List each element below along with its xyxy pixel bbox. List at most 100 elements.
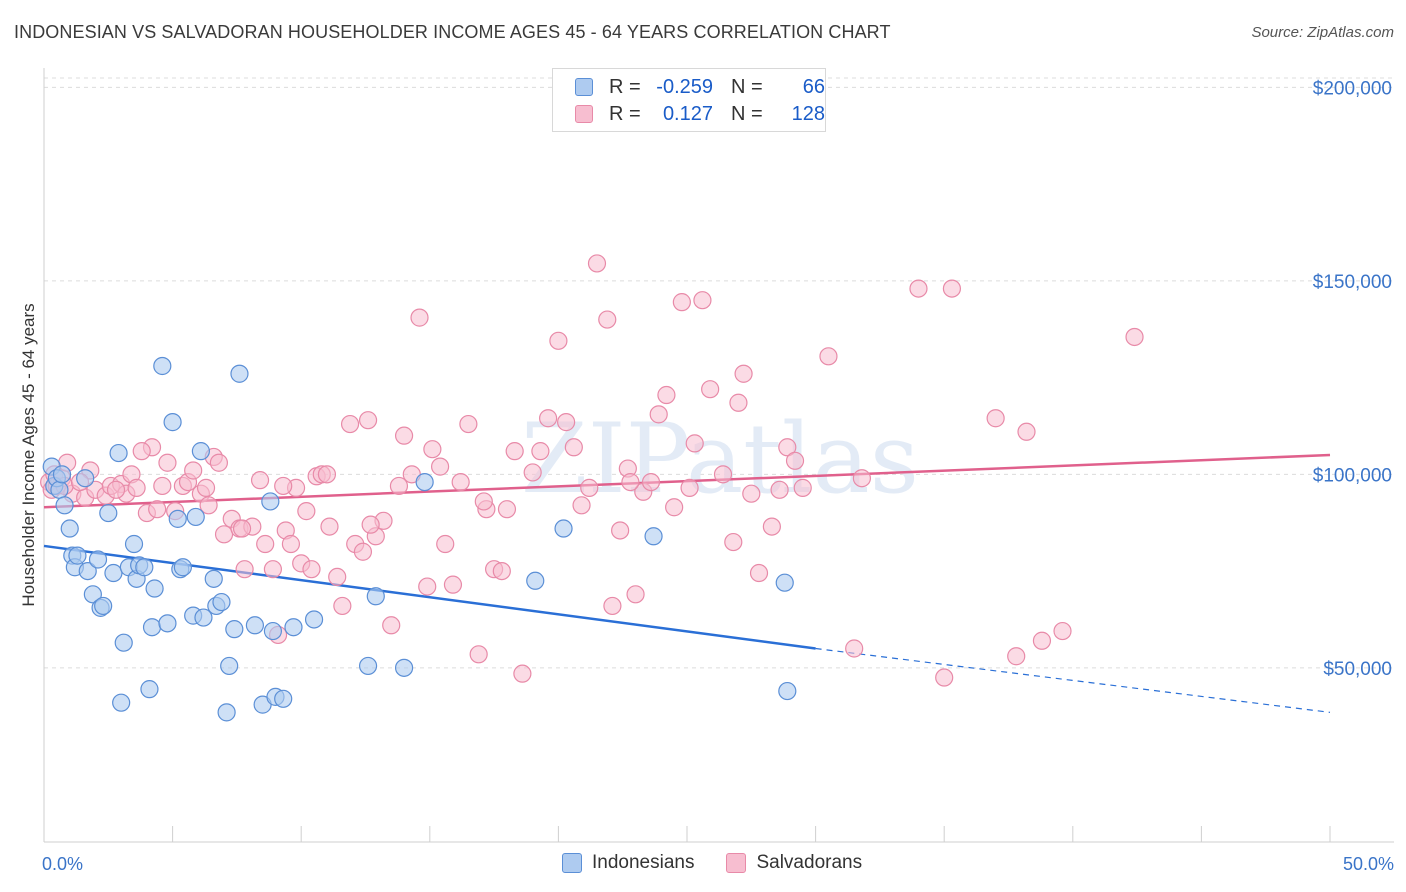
salvadorans-points [40,254,1144,687]
indonesian-point [68,546,87,565]
salvadoran-point [497,500,517,519]
salvadoran-point [358,411,378,430]
salvadoran-point [641,472,661,492]
y-tick-label: $100,000 [1313,465,1392,486]
indonesian-point [212,592,231,612]
indonesian-point [173,558,192,577]
salvadoran-point [353,542,373,561]
salvadorans-swatch [575,105,593,123]
indonesian-point [775,573,794,592]
x-tick-label: 50.0% [1343,854,1394,874]
salvadoran-point [196,478,216,497]
indonesian-point [230,364,249,383]
salvadoran-point [513,664,532,683]
indonesian-point [220,656,239,676]
source-label: Source: ZipAtlas.com [1251,24,1394,41]
indonesian-point [114,633,133,652]
salvadoran-point [1032,631,1052,650]
indonesian-point [366,587,385,606]
y-axis-label: Householder Income Ages 45 - 64 years [19,303,38,606]
salvadoran-point [317,465,337,484]
salvadoran-point [505,442,524,461]
salvadoran-point [685,434,704,453]
series-legend: Indonesians Salvadorans [562,852,894,874]
indonesian-point [83,585,102,604]
indonesian-point [60,519,79,538]
indonesian-point [50,480,69,499]
salvadoran-point [742,484,761,503]
axes [43,68,1394,843]
indonesian-point [217,703,236,722]
salvadoran-point [333,596,352,616]
salvadoran-point [263,560,283,579]
salvadoran-point [986,409,1005,428]
n-value: 128 [791,102,825,125]
indonesian-point [225,620,244,639]
salvadoran-point [340,414,360,434]
salvadoran-point [209,453,228,472]
indonesian-point [112,693,131,712]
salvadoran-point [580,478,599,497]
salvadoran-point [603,596,622,616]
salvadoran-point [701,380,720,399]
indonesian-point [88,550,108,569]
salvadoran-point [436,534,455,554]
salvadoran-point [361,515,380,534]
salvadoran-point [469,645,488,664]
indonesian-point [261,492,280,511]
salvadoran-point [564,438,583,457]
salvadoran-point [778,438,797,457]
indonesian-point [304,610,324,629]
legend-item-salvadorans[interactable]: Salvadorans [726,852,862,874]
salvadoran-point [770,480,789,499]
salvadoran-point [214,525,234,544]
indonesian-point [55,496,74,515]
indonesian-point [76,469,95,488]
indonesian-point [153,356,172,376]
tick-labels: $200,000 $150,000 $100,000 $50,000 0.0% 50.0% [42,78,1394,874]
salvadoran-point [184,461,203,480]
salvadoran-point [423,440,442,459]
n-label: N = [731,75,763,98]
y-tick-label: $50,000 [1323,659,1392,680]
salvadorans-legend-swatch [726,853,747,873]
indonesian-point [135,558,154,577]
salvadoran-point [297,502,316,521]
salvadoran-point [539,409,558,428]
salvadoran-point [762,517,781,536]
n-label: N = [731,102,763,125]
salvadoran-point [729,393,748,412]
stats-legend: R = -0.259 N = 66 R = 0.127 N = 128 [552,68,826,132]
salvadoran-point [274,476,293,496]
salvadoran-point [734,364,753,383]
salvadoran-point [199,496,218,515]
salvadoran-point [459,414,478,434]
indonesians-swatch [575,78,593,96]
salvadoran-point [693,291,712,310]
indonesian-point [52,465,72,484]
salvadoran-point [430,457,450,476]
salvadoran-point [852,469,871,488]
salvadoran-point [665,498,684,517]
chart-title: INDONESIAN VS SALVADORAN HOUSEHOLDER INC… [14,22,891,42]
salvadoran-point [410,308,429,327]
salvadoran-point [127,478,146,497]
indonesian-point [415,472,434,492]
legend-item-indonesians[interactable]: Indonesians [562,852,694,874]
salvadoran-point [158,453,177,472]
salvadoran-point [942,279,962,298]
salvadoran-point [320,517,339,536]
salvadoran-point [443,575,463,594]
indonesian-point [140,680,159,699]
salvadoran-point [649,405,668,424]
salvadoran-point [451,472,470,492]
salvadoran-point [492,561,511,581]
indonesian-point [194,608,213,627]
salvadoran-point [657,385,676,405]
salvadoran-point [1007,647,1026,666]
indonesian-point [168,509,187,528]
salvadoran-point [557,413,576,432]
r-label: R = [609,75,641,98]
salvadoran-point [793,478,812,497]
salvadoran-point [328,567,347,587]
